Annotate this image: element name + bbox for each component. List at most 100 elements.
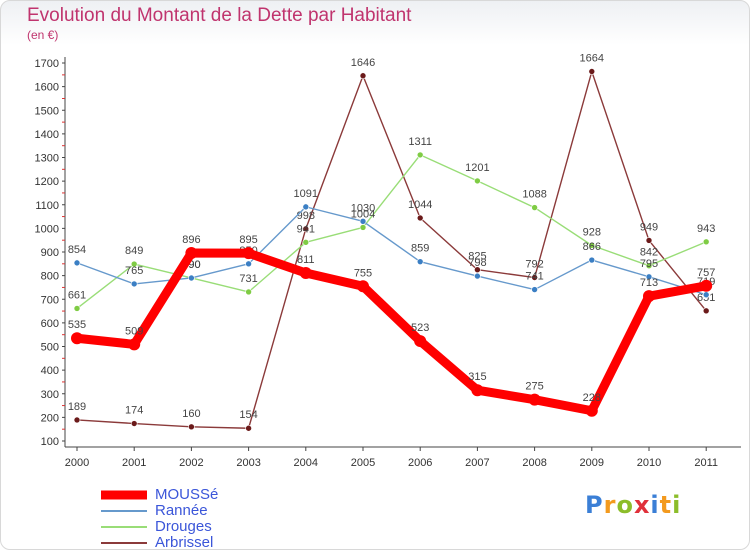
data-point — [531, 204, 538, 211]
legend-swatch — [101, 490, 147, 500]
data-label: 523 — [411, 322, 429, 334]
data-point — [416, 258, 424, 265]
data-label: 160 — [182, 408, 200, 420]
data-point — [299, 267, 312, 280]
logo-letter: r — [603, 491, 617, 519]
legend-swatch — [101, 542, 147, 544]
data-label: 713 — [640, 277, 658, 289]
y-tick-label: 1500 — [35, 105, 59, 117]
data-point — [474, 177, 481, 185]
data-label: 928 — [583, 226, 601, 238]
data-label: 189 — [68, 401, 86, 413]
x-tick-label: 2000 — [65, 457, 89, 469]
y-tick-label: 500 — [41, 342, 59, 354]
legend-label: Drouges — [155, 518, 212, 535]
data-label: 792 — [525, 259, 543, 271]
data-label: 755 — [354, 267, 372, 279]
x-tick-label: 2006 — [408, 457, 432, 469]
data-point — [302, 239, 310, 246]
data-label: 1030 — [351, 202, 375, 214]
data-label: 949 — [640, 221, 658, 233]
logo-letter: o — [616, 491, 634, 519]
data-label: 941 — [297, 223, 315, 235]
data-point — [185, 246, 198, 259]
data-label: 1201 — [465, 162, 489, 174]
y-tick-label: 1200 — [35, 176, 59, 188]
data-label: 798 — [468, 257, 486, 269]
data-label: 535 — [68, 319, 86, 331]
data-label: 1664 — [580, 53, 604, 65]
y-tick-label: 1000 — [35, 223, 59, 235]
data-label: 811 — [297, 254, 315, 266]
data-point — [645, 237, 653, 244]
data-point — [531, 286, 538, 293]
data-label: 765 — [125, 265, 143, 277]
data-label: 661 — [68, 289, 86, 301]
data-point — [702, 238, 710, 246]
y-tick-label: 600 — [41, 318, 59, 330]
data-point — [702, 291, 710, 299]
data-point — [531, 274, 538, 281]
proxiti-logo: Proxiti — [585, 491, 681, 519]
data-point — [700, 279, 713, 292]
data-point — [528, 393, 541, 406]
data-label: 1004 — [351, 208, 375, 220]
data-point — [359, 224, 367, 231]
data-label: 1091 — [294, 188, 318, 200]
y-tick-label: 800 — [41, 271, 59, 283]
data-point — [471, 384, 484, 397]
data-point — [130, 420, 138, 427]
data-point — [645, 262, 653, 270]
chart-subtitle: (en €) — [27, 28, 59, 42]
data-point — [357, 280, 369, 293]
y-tick-label: 1600 — [35, 82, 59, 94]
data-label: 1044 — [408, 199, 432, 211]
data-point — [643, 290, 655, 303]
data-point — [188, 423, 195, 431]
y-tick-label: 1400 — [35, 129, 59, 141]
data-label: 943 — [697, 223, 715, 235]
data-point — [585, 404, 598, 417]
data-label: 795 — [640, 258, 658, 270]
series-line — [76, 70, 707, 429]
x-tick-label: 2007 — [465, 457, 489, 469]
data-label: 509 — [125, 325, 143, 337]
x-tick-label: 2004 — [294, 457, 318, 469]
y-tick-label: 100 — [41, 436, 59, 448]
data-point — [474, 266, 481, 274]
data-label: 849 — [125, 245, 143, 257]
data-point — [130, 280, 138, 288]
data-label: 842 — [640, 247, 658, 259]
y-tick-label: 900 — [41, 247, 59, 259]
legend-label: Arbrissel — [155, 534, 214, 550]
data-point — [302, 225, 310, 233]
legend-swatch — [101, 510, 147, 512]
logo-letter: i — [650, 491, 660, 519]
y-tick-label: 1300 — [35, 153, 59, 165]
x-tick-label: 2010 — [637, 457, 661, 469]
data-point — [73, 305, 81, 312]
x-tick-label: 2002 — [179, 457, 203, 469]
y-tick-label: 1700 — [35, 58, 59, 70]
series-line — [76, 206, 707, 296]
data-point — [359, 72, 367, 80]
x-tick-label: 2008 — [522, 457, 546, 469]
data-point — [73, 416, 81, 424]
data-point — [245, 424, 252, 432]
data-point — [245, 260, 252, 268]
data-point — [130, 260, 138, 268]
data-point — [242, 247, 255, 260]
data-label: 741 — [525, 271, 543, 283]
data-point — [414, 335, 427, 348]
data-point — [474, 272, 481, 280]
data-label: 998 — [297, 210, 315, 222]
data-point — [128, 338, 141, 351]
data-label: 228 — [583, 392, 601, 404]
data-label: 275 — [525, 381, 543, 393]
y-tick-label: 400 — [41, 365, 59, 377]
logo-letter: t — [659, 491, 673, 519]
data-point — [302, 203, 310, 211]
logo-letter: P — [585, 491, 604, 519]
data-label: 154 — [239, 409, 257, 421]
